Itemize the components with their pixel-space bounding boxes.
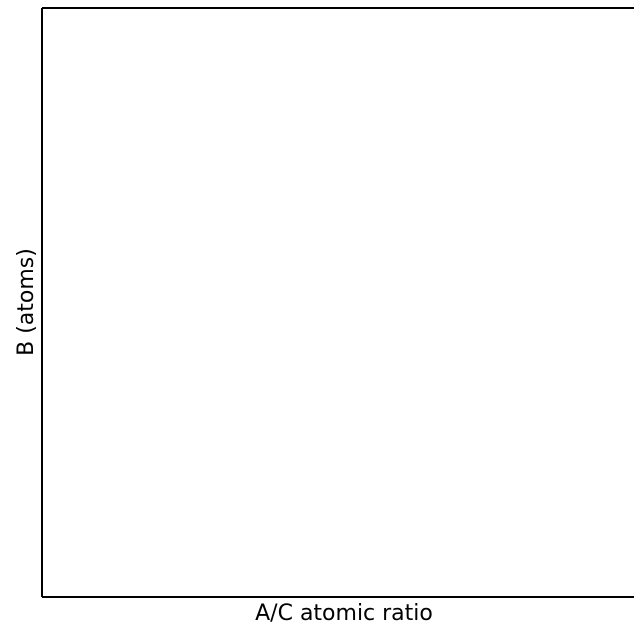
plot-area bbox=[41, 7, 634, 598]
y-axis-label: B (atoms) bbox=[14, 248, 39, 356]
x-axis-label: A/C atomic ratio bbox=[255, 601, 433, 623]
